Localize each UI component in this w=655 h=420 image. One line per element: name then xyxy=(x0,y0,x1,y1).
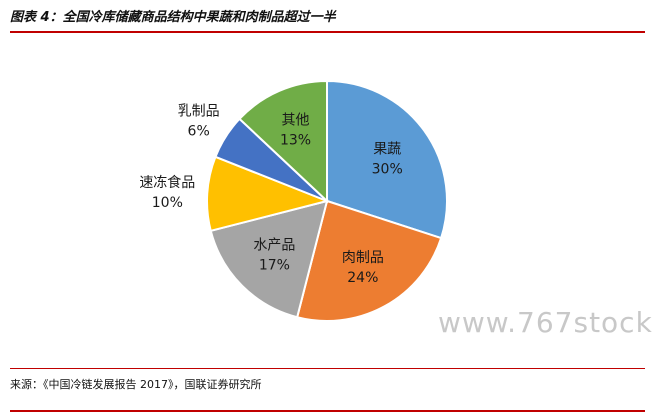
slice-value-label: 6% xyxy=(188,124,210,140)
footer-divider xyxy=(10,410,645,412)
title-divider xyxy=(10,31,645,33)
slice-name-label: 速冻食品 xyxy=(139,174,195,191)
slice-name-label: 果蔬 xyxy=(373,141,401,157)
pie-slice-3 xyxy=(206,155,331,233)
slice-value-label: 10% xyxy=(152,195,183,211)
slice-name-label: 肉制品 xyxy=(342,250,384,266)
pie-slice-0 xyxy=(326,79,448,240)
pie-chart: 果蔬 30% 肉制品 24% 水产品 17% 速冻食品 10% 乳制品 6% 其他 13% xyxy=(139,79,448,322)
source-note: 来源：《中国冷链发展报告 2017》，国联证券研究所 xyxy=(10,378,262,391)
pie-slice-1 xyxy=(295,199,443,322)
slice-name-label: 乳制品 xyxy=(178,104,220,120)
slice-name-label: 其他 xyxy=(282,112,310,128)
source-divider xyxy=(10,368,645,369)
chart-title: 图表 4：全国冷库储藏商品结构中果蔬和肉制品超过一半 xyxy=(10,10,336,25)
slice-value-label: 13% xyxy=(280,132,311,148)
slice-value-label: 30% xyxy=(372,161,403,177)
watermark: www.767stock. xyxy=(438,306,655,339)
pie-slice-5 xyxy=(238,79,328,204)
pie-slice-2 xyxy=(209,199,329,319)
slice-name-label: 水产品 xyxy=(253,238,295,254)
slice-value-label: 17% xyxy=(259,258,290,274)
slice-value-label: 24% xyxy=(347,270,378,286)
